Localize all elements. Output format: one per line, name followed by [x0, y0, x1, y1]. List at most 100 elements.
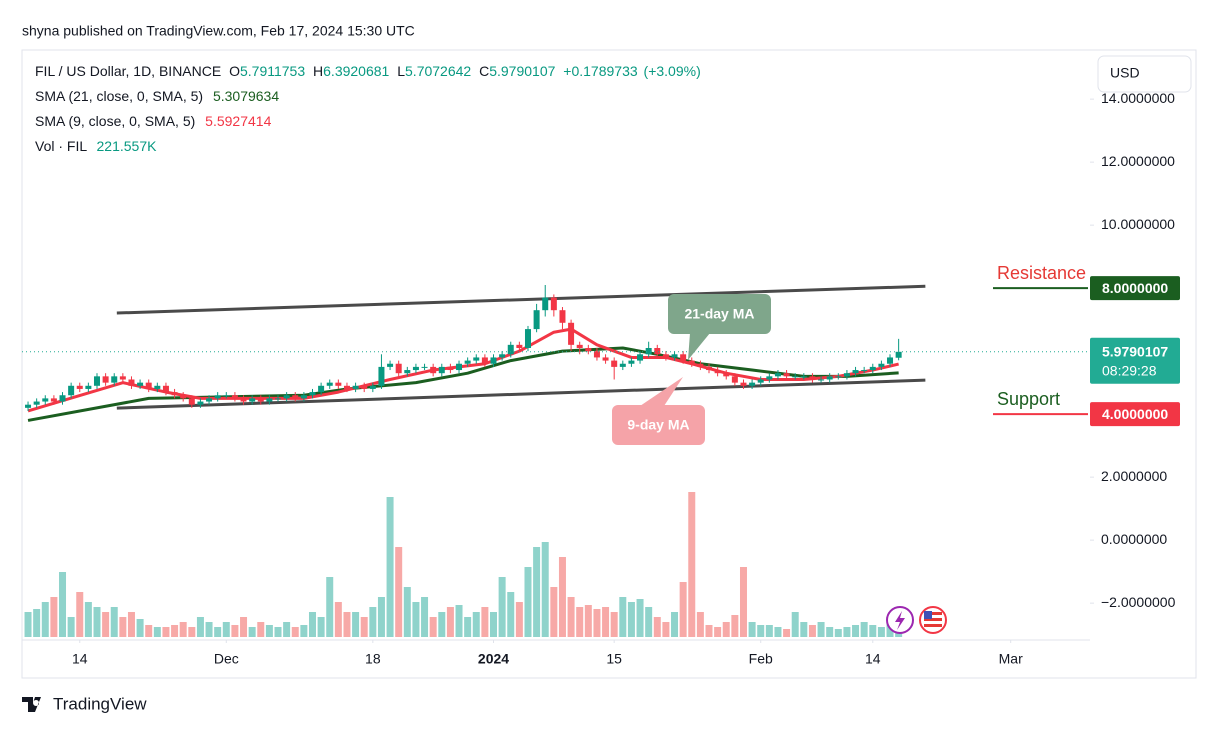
indicator-name: SMA (21, close, 0, SMA, 5) [35, 88, 203, 104]
candle-body [421, 366, 428, 368]
candle-body [378, 366, 385, 386]
level-tag [1090, 402, 1180, 427]
volume-bar [360, 617, 368, 637]
candle-body [818, 379, 825, 381]
candle-body [697, 363, 704, 367]
volume-bar [731, 615, 739, 637]
candle-body [499, 354, 506, 358]
volume-bar [800, 622, 808, 637]
volume-bar [231, 625, 239, 637]
candle-body [533, 310, 540, 330]
volume-bar [852, 625, 860, 637]
candle-body [162, 385, 169, 393]
candle-body [706, 366, 713, 371]
volume-bar [662, 622, 670, 637]
level-tag [1090, 276, 1180, 301]
volume-bar [550, 587, 558, 637]
volume-bar [765, 625, 773, 637]
currency-button[interactable]: USD [1097, 55, 1192, 93]
indicator-name: SMA (9, close, 0, SMA, 5) [35, 113, 195, 129]
volume-bar [127, 612, 135, 637]
candle-body [611, 360, 618, 367]
close-value: 5.9790107 [489, 63, 555, 79]
overlay: 21-day MA 9-day MA [612, 294, 771, 445]
volume-bar [84, 602, 92, 637]
x-tick-label: Feb [749, 651, 773, 667]
volume-bar [739, 567, 747, 637]
candle-body [723, 373, 730, 377]
y-tick-label: 0.0000000 [1101, 531, 1167, 547]
volume-bar [515, 602, 523, 637]
volume-bar [300, 625, 308, 637]
volume-bar [791, 612, 799, 637]
volume-bar [619, 597, 627, 637]
currency-label[interactable]: USD [1110, 65, 1140, 81]
volume-bar [783, 629, 791, 637]
candle-body [507, 344, 514, 355]
candle-body [654, 347, 661, 355]
candle-body [809, 376, 816, 380]
flag-stripe [924, 618, 942, 621]
level-tag-label: 4.0000000 [1102, 406, 1168, 422]
change-value: +0.1789733 [563, 63, 638, 79]
volume-bar [386, 497, 394, 637]
volume-name: Vol · FIL [35, 138, 87, 154]
volume-bar [446, 607, 454, 637]
volume-bar [403, 587, 411, 637]
candle-body [438, 366, 445, 374]
candle-body [456, 363, 463, 371]
candle-body [852, 370, 859, 374]
volume-bar [93, 607, 101, 637]
volume-bar [533, 547, 541, 637]
candle-body [249, 398, 256, 402]
volume-bar [205, 622, 213, 637]
candle-body [292, 395, 299, 399]
volume-bar [369, 607, 377, 637]
plot-area [22, 284, 1090, 637]
flag-stripe [924, 624, 942, 627]
candle-body [680, 354, 687, 361]
currency-button-box[interactable] [1097, 55, 1192, 93]
candle-body [76, 385, 83, 389]
candle-body [671, 354, 678, 358]
volume-bar [429, 617, 437, 637]
candle-body [59, 395, 66, 402]
candle-body [766, 376, 773, 380]
volume-bar [481, 607, 489, 637]
volume-bar [490, 612, 498, 637]
candle-body [628, 360, 635, 364]
volume-bar [464, 617, 472, 637]
candle-body [240, 398, 247, 402]
volume-bar [67, 617, 75, 637]
candle-body [516, 344, 523, 348]
high-label: H [313, 63, 323, 79]
volume-bar [688, 492, 696, 637]
x-tick-label: 2024 [478, 651, 509, 667]
volume-bar [843, 627, 851, 637]
callout-box [612, 405, 705, 445]
volume-bar [834, 629, 842, 637]
x-tick-label: 18 [365, 651, 381, 667]
candle-body [128, 379, 135, 386]
y-tick-label: 12.0000000 [1101, 153, 1175, 169]
brand: TradingView [22, 694, 147, 713]
indicator-value: 5.3079634 [213, 88, 279, 104]
indicator-value: 5.5927414 [205, 113, 271, 129]
candle-body [662, 354, 669, 358]
x-tick-label: Dec [214, 651, 239, 667]
volume-bar [395, 547, 403, 637]
countdown-timer: 08:29:28 [1102, 363, 1157, 379]
volume-bar [696, 612, 704, 637]
candle-body [861, 370, 868, 372]
volume-bar [774, 627, 782, 637]
candle-body [300, 395, 307, 399]
candle-body [154, 385, 161, 389]
volume-bar [145, 625, 153, 637]
flag-stripe [924, 612, 942, 615]
volume-bar [757, 625, 765, 637]
y-tick-label: 14.0000000 [1101, 90, 1175, 106]
candle-body [25, 404, 32, 408]
callout-text: 21-day MA [684, 306, 754, 322]
open-label: O [229, 63, 240, 79]
volume-bar [196, 617, 204, 637]
